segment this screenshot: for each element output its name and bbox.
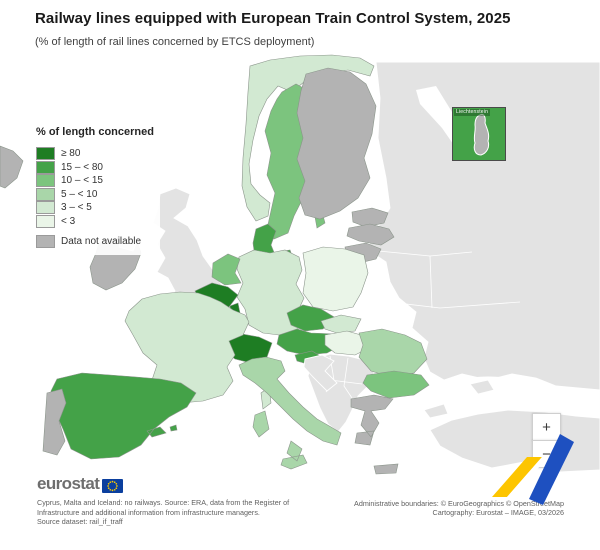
country-netherlands[interactable] [211, 253, 242, 286]
legend: % of length concerned ≥ 80 15 – < 80 10 … [30, 122, 160, 255]
country-croatia[interactable] [303, 354, 338, 392]
page-subtitle: (% of length of rail lines concerned by … [35, 36, 315, 48]
source-note: Cyprus, Malta and Iceland: no railways. … [37, 498, 290, 517]
eu-flag-icon [102, 478, 124, 493]
country-bulgaria[interactable] [362, 370, 430, 399]
country-estonia[interactable] [351, 207, 389, 228]
legend-swatch [36, 174, 55, 187]
legend-swatch [36, 147, 55, 160]
liechtenstein-inset[interactable]: Liechtenstein [452, 107, 506, 161]
country-finland[interactable] [296, 67, 377, 220]
ribbon-gap [507, 457, 548, 497]
source-dataset-note: Source dataset: rail_if_traff [37, 517, 123, 526]
legend-swatch [36, 235, 55, 248]
country-norway[interactable] [241, 54, 375, 222]
ribbon-graphic [492, 434, 574, 505]
ribbon-yellow [492, 457, 542, 497]
legend-item: ≥ 80 [36, 147, 154, 160]
country-italy[interactable] [238, 356, 342, 470]
country-slovakia[interactable] [320, 314, 362, 334]
legend-title: % of length concerned [36, 126, 154, 138]
legend-item: 15 – < 80 [36, 160, 154, 174]
black-sea [432, 376, 558, 419]
legend-item: < 3 [36, 214, 154, 228]
country-iceland[interactable] [0, 145, 24, 189]
country-romania[interactable] [358, 328, 428, 378]
eu-flag-stars [107, 480, 119, 491]
non-eu-borders [367, 249, 521, 309]
legend-item: 5 – < 10 [36, 187, 154, 201]
country-portugal[interactable] [42, 388, 67, 456]
eurostat-logo-text: eurostat [37, 474, 100, 493]
country-russia-belarus-ukraine[interactable] [367, 61, 600, 391]
country-spain[interactable] [50, 372, 197, 460]
crimea [469, 379, 495, 395]
legend-swatch [36, 187, 55, 201]
cartography-note: Administrative boundaries: © EuroGeograp… [304, 499, 564, 518]
country-poland[interactable] [302, 246, 369, 312]
eurostat-logo: eurostat [37, 474, 124, 494]
cartography-line: Cartography: Eurostat – IMAGE, 03/2026 [432, 508, 564, 518]
inset-label: Liechtenstein [454, 109, 491, 116]
country-greece[interactable] [350, 394, 399, 475]
country-latvia[interactable] [346, 223, 395, 246]
legend-item-nodata: Data not available [36, 235, 154, 248]
legend-item: 3 – < 5 [36, 201, 154, 214]
legend-swatch [36, 160, 55, 174]
admin-boundaries-line: Administrative boundaries: © EuroGeograp… [354, 499, 564, 508]
legend-swatch [36, 201, 55, 214]
legend-item: 10 – < 15 [36, 174, 154, 187]
liechtenstein-shape [473, 114, 490, 156]
page-title: Railway lines equipped with European Tra… [35, 10, 511, 27]
ribbon-blue [529, 434, 574, 505]
legend-swatch [36, 214, 55, 228]
